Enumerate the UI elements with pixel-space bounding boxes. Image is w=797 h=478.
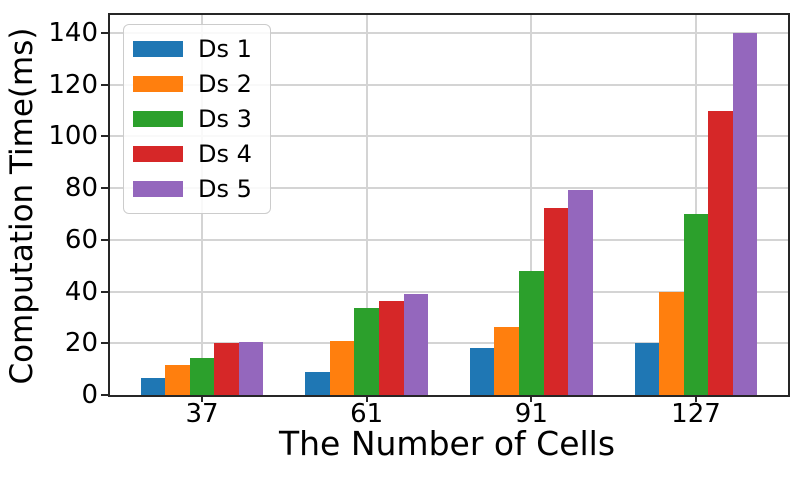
- y-tick-label-120: 120: [48, 69, 98, 100]
- bar-ds4-cells-127: [708, 110, 733, 395]
- x-tick-mark-61: [365, 395, 368, 402]
- legend-item-ds4: Ds 4: [133, 140, 252, 168]
- x-tick-label-127: 127: [671, 399, 721, 429]
- bar-ds3-cells-127: [683, 214, 709, 395]
- y-tick-mark-120: [101, 83, 108, 86]
- y-tick-mark-80: [101, 187, 108, 190]
- legend-label: Ds 4: [198, 140, 252, 168]
- legend-label: Ds 1: [198, 35, 252, 63]
- bar-ds5-cells-61: [403, 294, 429, 395]
- h-gridline-140: [110, 32, 788, 35]
- legend-swatch-ds4: [133, 146, 183, 162]
- h-gridline-100: [110, 135, 788, 138]
- legend-swatch-ds1: [133, 41, 183, 57]
- y-tick-mark-0: [101, 394, 108, 396]
- bar-ds2-cells-61: [329, 340, 355, 395]
- bar-ds1-cells-61: [305, 371, 330, 395]
- x-tick-mark-91: [530, 395, 533, 402]
- bar-ds1-cells-127: [634, 343, 660, 395]
- y-tick-label-0: 0: [81, 380, 98, 410]
- legend-swatch-ds2: [133, 76, 183, 92]
- legend-item-ds3: Ds 3: [133, 105, 252, 133]
- bar-ds3-cells-37: [189, 357, 215, 395]
- y-tick-mark-20: [101, 342, 108, 345]
- v-gridline-91: [530, 15, 533, 395]
- h-gridline-80: [110, 187, 788, 190]
- y-tick-mark-140: [101, 32, 108, 35]
- legend-label: Ds 5: [198, 175, 252, 203]
- bar-ds1-cells-91: [469, 348, 495, 395]
- bar-ds2-cells-127: [659, 291, 684, 395]
- plot-area: Ds 1 Ds 2 Ds 3 Ds 4 Ds 5: [108, 13, 790, 397]
- y-tick-label-140: 140: [48, 18, 98, 49]
- legend-label: Ds 3: [198, 105, 252, 133]
- bar-ds3-cells-61: [354, 308, 379, 395]
- legend-item-ds2: Ds 2: [133, 70, 252, 98]
- bar-ds4-cells-61: [378, 300, 404, 395]
- bar-ds3-cells-91: [519, 270, 544, 395]
- legend-swatch-ds5: [133, 181, 183, 197]
- h-gridline-120: [110, 83, 788, 86]
- x-tick-mark-127: [695, 395, 697, 402]
- legend-swatch-ds3: [133, 111, 183, 127]
- y-tick-label-100: 100: [48, 121, 98, 152]
- x-axis-title: The Number of Cells: [278, 424, 616, 463]
- v-gridline-127: [695, 15, 697, 395]
- bar-ds5-cells-37: [238, 342, 264, 395]
- bar-ds1-cells-37: [140, 378, 166, 395]
- x-tick-label-37: 37: [185, 399, 219, 429]
- legend-label: Ds 2: [198, 70, 252, 98]
- bar-ds4-cells-37: [214, 343, 239, 395]
- x-tick-label-61: 61: [350, 399, 384, 429]
- h-gridline-20: [110, 342, 788, 345]
- y-tick-mark-40: [101, 290, 108, 293]
- y-tick-label-80: 80: [64, 173, 98, 204]
- y-tick-label-20: 20: [64, 328, 98, 359]
- y-tick-mark-100: [101, 135, 108, 138]
- bar-ds2-cells-91: [494, 326, 520, 395]
- y-tick-label-60: 60: [64, 224, 98, 255]
- bar-ds4-cells-91: [543, 207, 569, 395]
- bar-ds5-cells-91: [568, 189, 593, 395]
- legend-item-ds1: Ds 1: [133, 35, 252, 63]
- x-tick-label-91: 91: [514, 399, 548, 429]
- bar-ds5-cells-127: [732, 33, 758, 395]
- legend-item-ds5: Ds 5: [133, 175, 252, 203]
- h-gridline-40: [110, 290, 788, 293]
- y-tick-mark-60: [101, 238, 108, 241]
- legend: Ds 1 Ds 2 Ds 3 Ds 4 Ds 5: [123, 24, 271, 214]
- v-gridline-61: [365, 15, 368, 395]
- x-tick-mark-37: [201, 395, 203, 402]
- h-gridline-60: [110, 238, 788, 241]
- bar-ds2-cells-37: [165, 365, 190, 395]
- y-tick-label-40: 40: [64, 276, 98, 307]
